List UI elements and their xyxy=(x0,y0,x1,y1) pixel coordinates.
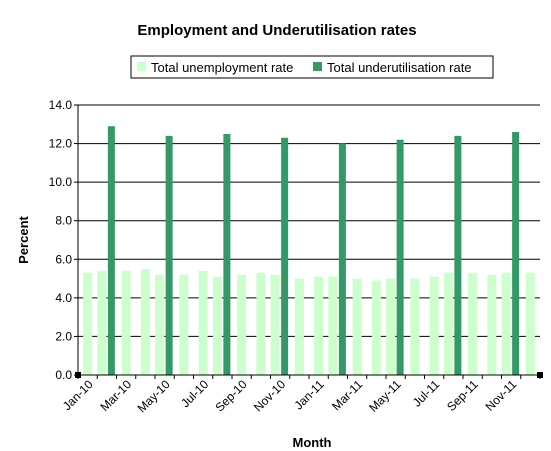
bar-unemployment xyxy=(140,268,150,375)
legend-label-unemployment: Total unemployment rate xyxy=(151,60,293,75)
bar-underutilisation xyxy=(281,137,289,375)
bar-underutilisation xyxy=(396,139,404,375)
bar-unemployment xyxy=(237,274,247,375)
y-tick-label: 2.0 xyxy=(55,329,72,343)
bar-unemployment xyxy=(487,274,497,375)
bar-unemployment xyxy=(155,274,165,375)
bar-unemployment xyxy=(121,270,131,375)
bar-unemployment xyxy=(294,278,304,375)
x-tick-label: Jan-10 xyxy=(60,377,96,413)
bar-underutilisation xyxy=(165,135,173,375)
bar-unemployment xyxy=(443,272,453,375)
x-tick-label: Nov-11 xyxy=(483,377,520,414)
legend-label-underutilisation: Total underutilisation rate xyxy=(327,60,472,75)
axis-handle xyxy=(75,372,81,378)
y-tick-label: 4.0 xyxy=(55,291,72,305)
bar-underutilisation xyxy=(223,133,231,375)
bar-unemployment xyxy=(314,276,324,375)
bar-unemployment xyxy=(429,276,439,375)
legend-box xyxy=(130,55,494,79)
x-tick-label: Sep-11 xyxy=(444,377,481,414)
x-tick-label: Nov-10 xyxy=(251,377,288,414)
bar-unemployment xyxy=(270,274,280,375)
bar-unemployment xyxy=(501,272,511,375)
y-tick-label: 6.0 xyxy=(55,252,72,266)
y-tick-label: 10.0 xyxy=(49,175,73,189)
bar-unemployment xyxy=(386,278,396,375)
bar-unemployment xyxy=(212,276,222,375)
x-tick-label: Jul-11 xyxy=(410,377,443,410)
y-axis-label: Percent xyxy=(16,215,31,263)
x-tick-label: Jan-11 xyxy=(292,377,327,412)
legend-swatch-unemployment xyxy=(137,62,146,71)
y-tick-label: 12.0 xyxy=(49,137,73,151)
y-tick-label: 8.0 xyxy=(55,214,72,228)
bar-unemployment xyxy=(328,276,338,375)
x-tick-label: Sep-10 xyxy=(212,377,249,414)
bar-underutilisation xyxy=(107,126,115,375)
bar-underutilisation xyxy=(512,132,520,375)
bar-underutilisation xyxy=(454,135,462,375)
bar-unemployment xyxy=(468,272,478,375)
bar-unemployment xyxy=(256,272,266,375)
bar-unemployment xyxy=(371,280,381,375)
x-tick-label: May-10 xyxy=(135,377,173,415)
y-tick-label: 0.0 xyxy=(55,368,72,382)
axis-handle xyxy=(537,372,543,378)
bar-unemployment xyxy=(83,272,93,375)
x-tick-label: Jul-10 xyxy=(178,377,211,410)
legend-swatch-underutilisation xyxy=(313,62,322,71)
bar-unemployment xyxy=(97,270,107,375)
bar-unemployment xyxy=(525,272,535,375)
x-tick-label: May-11 xyxy=(366,377,404,415)
x-tick-label: Mar-11 xyxy=(329,377,365,413)
legend: Total unemployment rate Total underutili… xyxy=(130,55,494,79)
x-tick-label: Mar-10 xyxy=(97,377,134,414)
bar-unemployment xyxy=(198,270,208,375)
y-tick-label: 14.0 xyxy=(49,98,73,112)
x-axis-label: Month xyxy=(293,435,332,450)
bar-underutilisation xyxy=(338,143,346,375)
bar-unemployment xyxy=(179,274,189,375)
chart-title: Employment and Underutilisation rates xyxy=(137,22,416,39)
bar-unemployment xyxy=(352,278,362,375)
bar-unemployment xyxy=(410,278,420,375)
